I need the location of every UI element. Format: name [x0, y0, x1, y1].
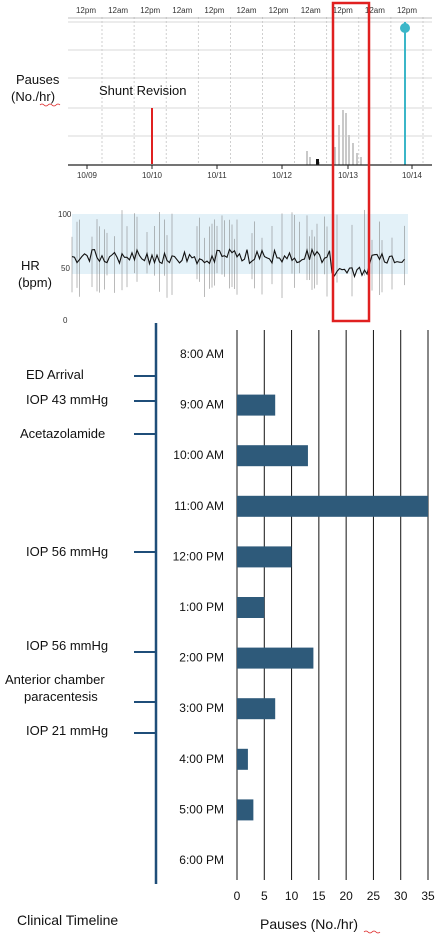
- pause-spike: [306, 151, 308, 165]
- bar-grid: [236, 330, 429, 880]
- time-label: 12pm: [76, 6, 96, 15]
- pause-spike: [356, 153, 358, 165]
- time-label: 12pm: [397, 6, 417, 15]
- bar-category-labels: 8:00 AM 9:00 AM 10:00 AM 11:00 AM 12:00 PM 1:…: [173, 347, 224, 867]
- bar: [237, 495, 428, 517]
- bar-category-label: 6:00 PM: [179, 853, 224, 867]
- pause-spike: [345, 113, 347, 165]
- bar-category-label: 5:00 PM: [179, 802, 224, 816]
- event-iop-43: IOP 43 mmHg: [26, 392, 108, 407]
- bar-category-label: 3:00 PM: [179, 701, 224, 715]
- bar-category-label: 11:00 AM: [174, 499, 224, 513]
- date-labels: 10/09 10/10 10/11 10/12 10/13 10/14: [77, 165, 423, 180]
- hr-normal-band: [72, 214, 408, 274]
- bar: [237, 445, 308, 467]
- pause-spike: [348, 135, 350, 165]
- time-label: 12pm: [204, 6, 224, 15]
- timeline-title: Clinical Timeline: [17, 912, 118, 928]
- shunt-revision-annotation: Shunt Revision: [99, 83, 186, 98]
- pause-spike: [334, 147, 336, 165]
- hr-ylabel-line1: HR: [21, 258, 40, 273]
- event-paracentesis-line2: paracentesis: [24, 689, 98, 704]
- time-label: 12pm: [269, 6, 289, 15]
- event-iop-56-a: IOP 56 mmHg: [26, 544, 108, 559]
- date-label: 10/14: [402, 171, 423, 180]
- pause-spike: [352, 143, 354, 165]
- bar-category-label: 4:00 PM: [179, 752, 224, 766]
- bar: [237, 597, 265, 618]
- bar: [237, 748, 248, 770]
- date-label: 10/09: [77, 171, 98, 180]
- hr-ylabel-line2: (bpm): [18, 275, 52, 290]
- pauses-ylabel-line1: Pauses: [16, 72, 60, 87]
- time-label: 12am: [172, 6, 192, 15]
- pauses-ylabel-line2: (No./hr): [11, 89, 55, 104]
- spellcheck-underline: [363, 930, 381, 934]
- pauses-bar-chart: 8:00 AM 9:00 AM 10:00 AM 11:00 AM 12:00 PM 1:…: [173, 330, 435, 934]
- date-label: 10/11: [207, 171, 227, 180]
- bar-x-axis-label: Pauses (No./hr): [260, 916, 358, 932]
- event-marker-pin-icon: [400, 23, 410, 33]
- time-label: 12am: [301, 6, 321, 15]
- bar-x-tick-label: 35: [421, 889, 435, 903]
- bar-x-tick-label: 30: [394, 889, 408, 903]
- bar-x-tick-label: 25: [367, 889, 381, 903]
- hr-ytick-100: 100: [58, 210, 72, 219]
- pause-spike: [316, 159, 319, 165]
- event-iop-56-b: IOP 56 mmHg: [26, 638, 108, 653]
- bar: [237, 799, 254, 821]
- hr-ytick-50: 50: [61, 264, 70, 273]
- event-paracentesis-line1: Anterior chamber: [5, 672, 105, 687]
- pauses-spikes: [306, 110, 362, 165]
- bar-category-label: 10:00 AM: [173, 448, 224, 462]
- date-label: 10/12: [272, 171, 293, 180]
- time-label: 12pm: [333, 6, 353, 15]
- pause-spike: [342, 110, 344, 165]
- hr-panel: 100 50 0 HR (bpm): [18, 209, 408, 325]
- bar-category-label: 2:00 PM: [179, 651, 224, 665]
- bar: [237, 394, 276, 416]
- bar-x-tick-label: 0: [234, 889, 241, 903]
- pause-spike: [309, 157, 311, 165]
- clinical-timeline: ED Arrival IOP 43 mmHg Acetazolamide IOP…: [5, 323, 158, 928]
- bar-x-tick-labels: 0 5 10 15 20 25 30 35: [234, 889, 435, 903]
- bar-x-tick-label: 20: [339, 889, 353, 903]
- pauses-grid: [68, 17, 432, 165]
- time-label: 12pm: [140, 6, 160, 15]
- bar-category-label: 8:00 AM: [180, 347, 224, 361]
- date-label: 10/13: [338, 171, 359, 180]
- bar: [237, 698, 276, 720]
- bar: [237, 647, 314, 669]
- hr-ytick-0: 0: [63, 316, 68, 325]
- hr-mean-line: [71, 247, 405, 279]
- bar-category-label: 12:00 PM: [173, 549, 224, 563]
- pause-spike: [360, 157, 362, 165]
- spellcheck-underline: [39, 103, 61, 107]
- event-ed-arrival: ED Arrival: [26, 367, 84, 382]
- bar: [237, 546, 292, 568]
- time-label: 12am: [108, 6, 128, 15]
- bar-x-tick-label: 5: [261, 889, 268, 903]
- event-iop-21: IOP 21 mmHg: [26, 723, 108, 738]
- event-acetazolamide: Acetazolamide: [20, 426, 105, 441]
- bar-category-label: 9:00 AM: [180, 398, 224, 412]
- hr-trace: [71, 209, 405, 299]
- bar-series: [237, 394, 428, 821]
- highlight-box: [331, 1, 371, 323]
- time-label: 12am: [365, 6, 385, 15]
- pause-spike: [338, 125, 340, 165]
- date-label: 10/10: [142, 171, 163, 180]
- time-label: 12am: [236, 6, 256, 15]
- bar-x-tick-label: 15: [312, 889, 326, 903]
- bar-x-tick-label: 10: [285, 889, 299, 903]
- bar-category-label: 1:00 PM: [179, 600, 224, 614]
- pauses-panel: 12pm 12am 12pm 12am 12pm 12am 12pm 12am 12pm 12am…: [11, 6, 432, 180]
- time-labels: 12pm 12am 12pm 12am 12pm 12am 12pm 12am 12pm 12am…: [76, 6, 417, 15]
